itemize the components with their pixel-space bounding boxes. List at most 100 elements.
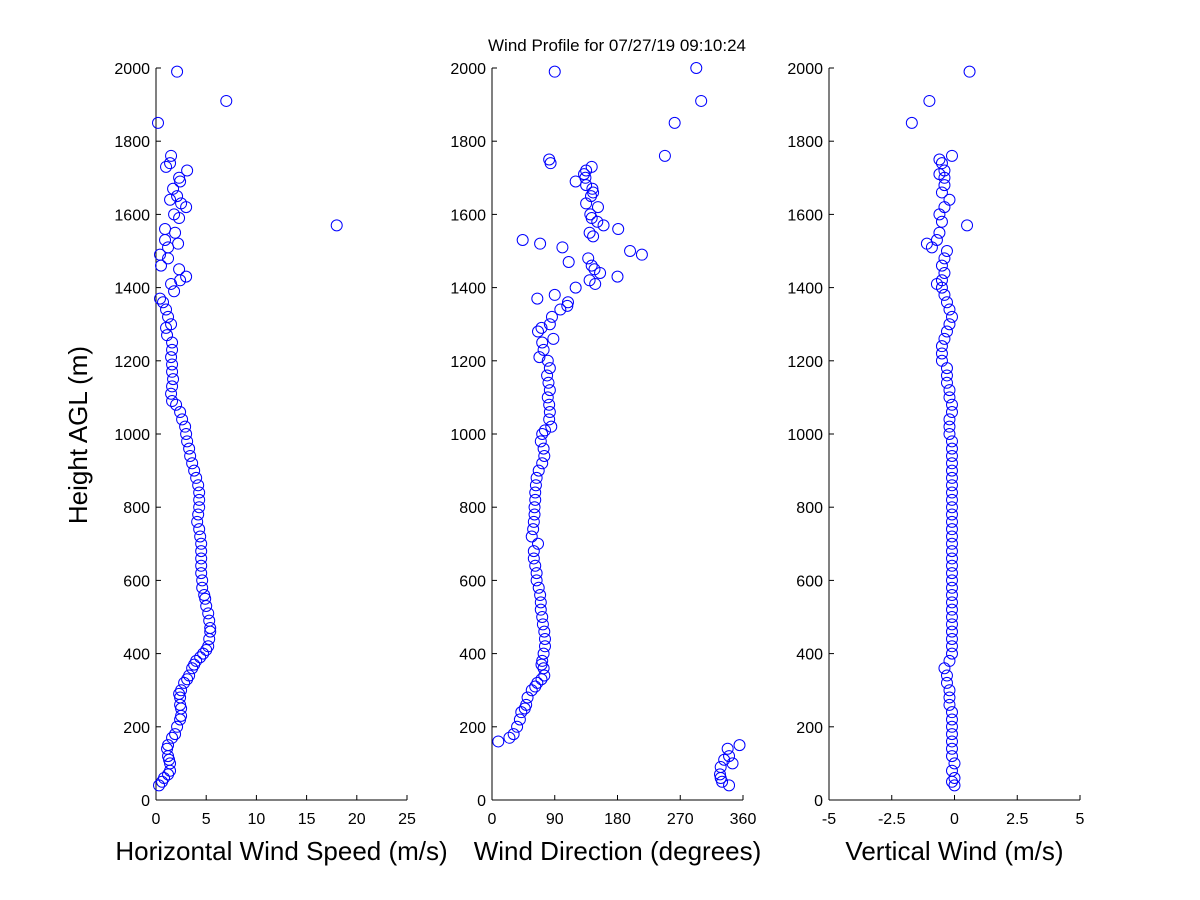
data-point	[948, 779, 961, 792]
data-point	[543, 398, 556, 411]
x-tick-label: 5	[1076, 811, 1085, 828]
data-point	[176, 413, 189, 426]
data-point	[733, 739, 746, 752]
data-point	[191, 515, 204, 528]
y-tick-label: 600	[459, 573, 486, 590]
data-point	[534, 237, 547, 250]
data-point	[152, 116, 165, 129]
data-point	[943, 318, 956, 331]
data-point	[943, 691, 956, 704]
data-point	[536, 457, 549, 470]
data-point	[554, 303, 567, 316]
data-point	[193, 486, 206, 499]
data-point	[945, 537, 958, 550]
data-point	[690, 62, 703, 74]
y-tick-label: 0	[141, 793, 150, 810]
data-point	[168, 285, 181, 298]
data-point	[945, 530, 958, 543]
y-tick-label: 2000	[450, 61, 486, 78]
data-point	[945, 625, 958, 638]
data-point	[173, 263, 186, 276]
data-point	[961, 219, 974, 232]
data-point	[943, 391, 956, 404]
data-point	[174, 713, 187, 726]
y-axis-label: Height AGL (m)	[63, 346, 93, 524]
data-point	[179, 420, 192, 433]
data-point	[723, 750, 736, 763]
data-point	[945, 523, 958, 536]
data-point	[529, 486, 542, 499]
data-point	[935, 354, 948, 367]
y-tick-label: 1800	[450, 134, 486, 151]
data-point	[940, 362, 953, 375]
data-point	[556, 241, 569, 254]
data-point	[537, 647, 550, 660]
data-point	[945, 493, 958, 506]
data-point	[943, 193, 956, 206]
y-tick-label: 0	[814, 793, 823, 810]
y-tick-label: 200	[459, 720, 486, 737]
y-tick-label: 1800	[787, 134, 823, 151]
data-point	[492, 735, 505, 748]
data-point	[945, 435, 958, 448]
data-point	[181, 164, 194, 177]
data-point	[183, 669, 196, 682]
data-point	[538, 669, 551, 682]
data-point	[166, 380, 179, 393]
data-point	[520, 698, 533, 711]
data-point	[166, 358, 179, 371]
data-point	[935, 157, 948, 170]
data-point	[527, 545, 540, 558]
data-point	[945, 735, 958, 748]
data-point	[943, 654, 956, 667]
data-point	[166, 365, 179, 378]
x-tick-label: 25	[398, 811, 416, 828]
data-point	[534, 596, 547, 609]
data-point	[945, 464, 958, 477]
x-tick-label: 180	[604, 811, 631, 828]
data-point	[940, 296, 953, 309]
x-tick-label: 15	[298, 811, 316, 828]
data-point	[543, 413, 556, 426]
data-point	[726, 757, 739, 770]
data-point	[165, 149, 178, 162]
data-point	[938, 266, 951, 279]
y-tick-label: 800	[123, 500, 150, 517]
y-tick-label: 400	[459, 647, 486, 664]
data-point	[935, 186, 948, 199]
data-point	[538, 640, 551, 653]
data-point	[543, 153, 556, 166]
y-tick-label: 1200	[787, 354, 823, 371]
y-tick-label: 400	[123, 647, 150, 664]
data-point	[695, 94, 708, 107]
data-point	[202, 640, 215, 653]
data-point	[945, 457, 958, 470]
data-point	[587, 186, 600, 199]
data-point	[945, 640, 958, 653]
data-point	[945, 149, 958, 162]
data-point	[945, 750, 958, 763]
data-point	[933, 208, 946, 221]
x-tick-label: -2.5	[878, 811, 906, 828]
data-point	[562, 255, 575, 268]
data-point	[538, 632, 551, 645]
data-point	[532, 537, 545, 550]
data-point	[945, 486, 958, 499]
data-point	[167, 373, 180, 386]
x-tick-label: 10	[248, 811, 266, 828]
y-tick-label: 800	[459, 500, 486, 517]
y-tick-label: 2000	[114, 61, 150, 78]
data-point	[170, 398, 183, 411]
data-point	[945, 574, 958, 587]
data-point	[543, 362, 556, 375]
data-point	[192, 479, 205, 492]
data-point	[503, 731, 516, 744]
data-point	[940, 245, 953, 257]
data-point	[188, 464, 201, 477]
data-point	[542, 376, 555, 389]
data-point	[154, 248, 167, 261]
data-point	[668, 116, 681, 129]
data-point	[155, 259, 168, 272]
data-point	[163, 753, 176, 766]
